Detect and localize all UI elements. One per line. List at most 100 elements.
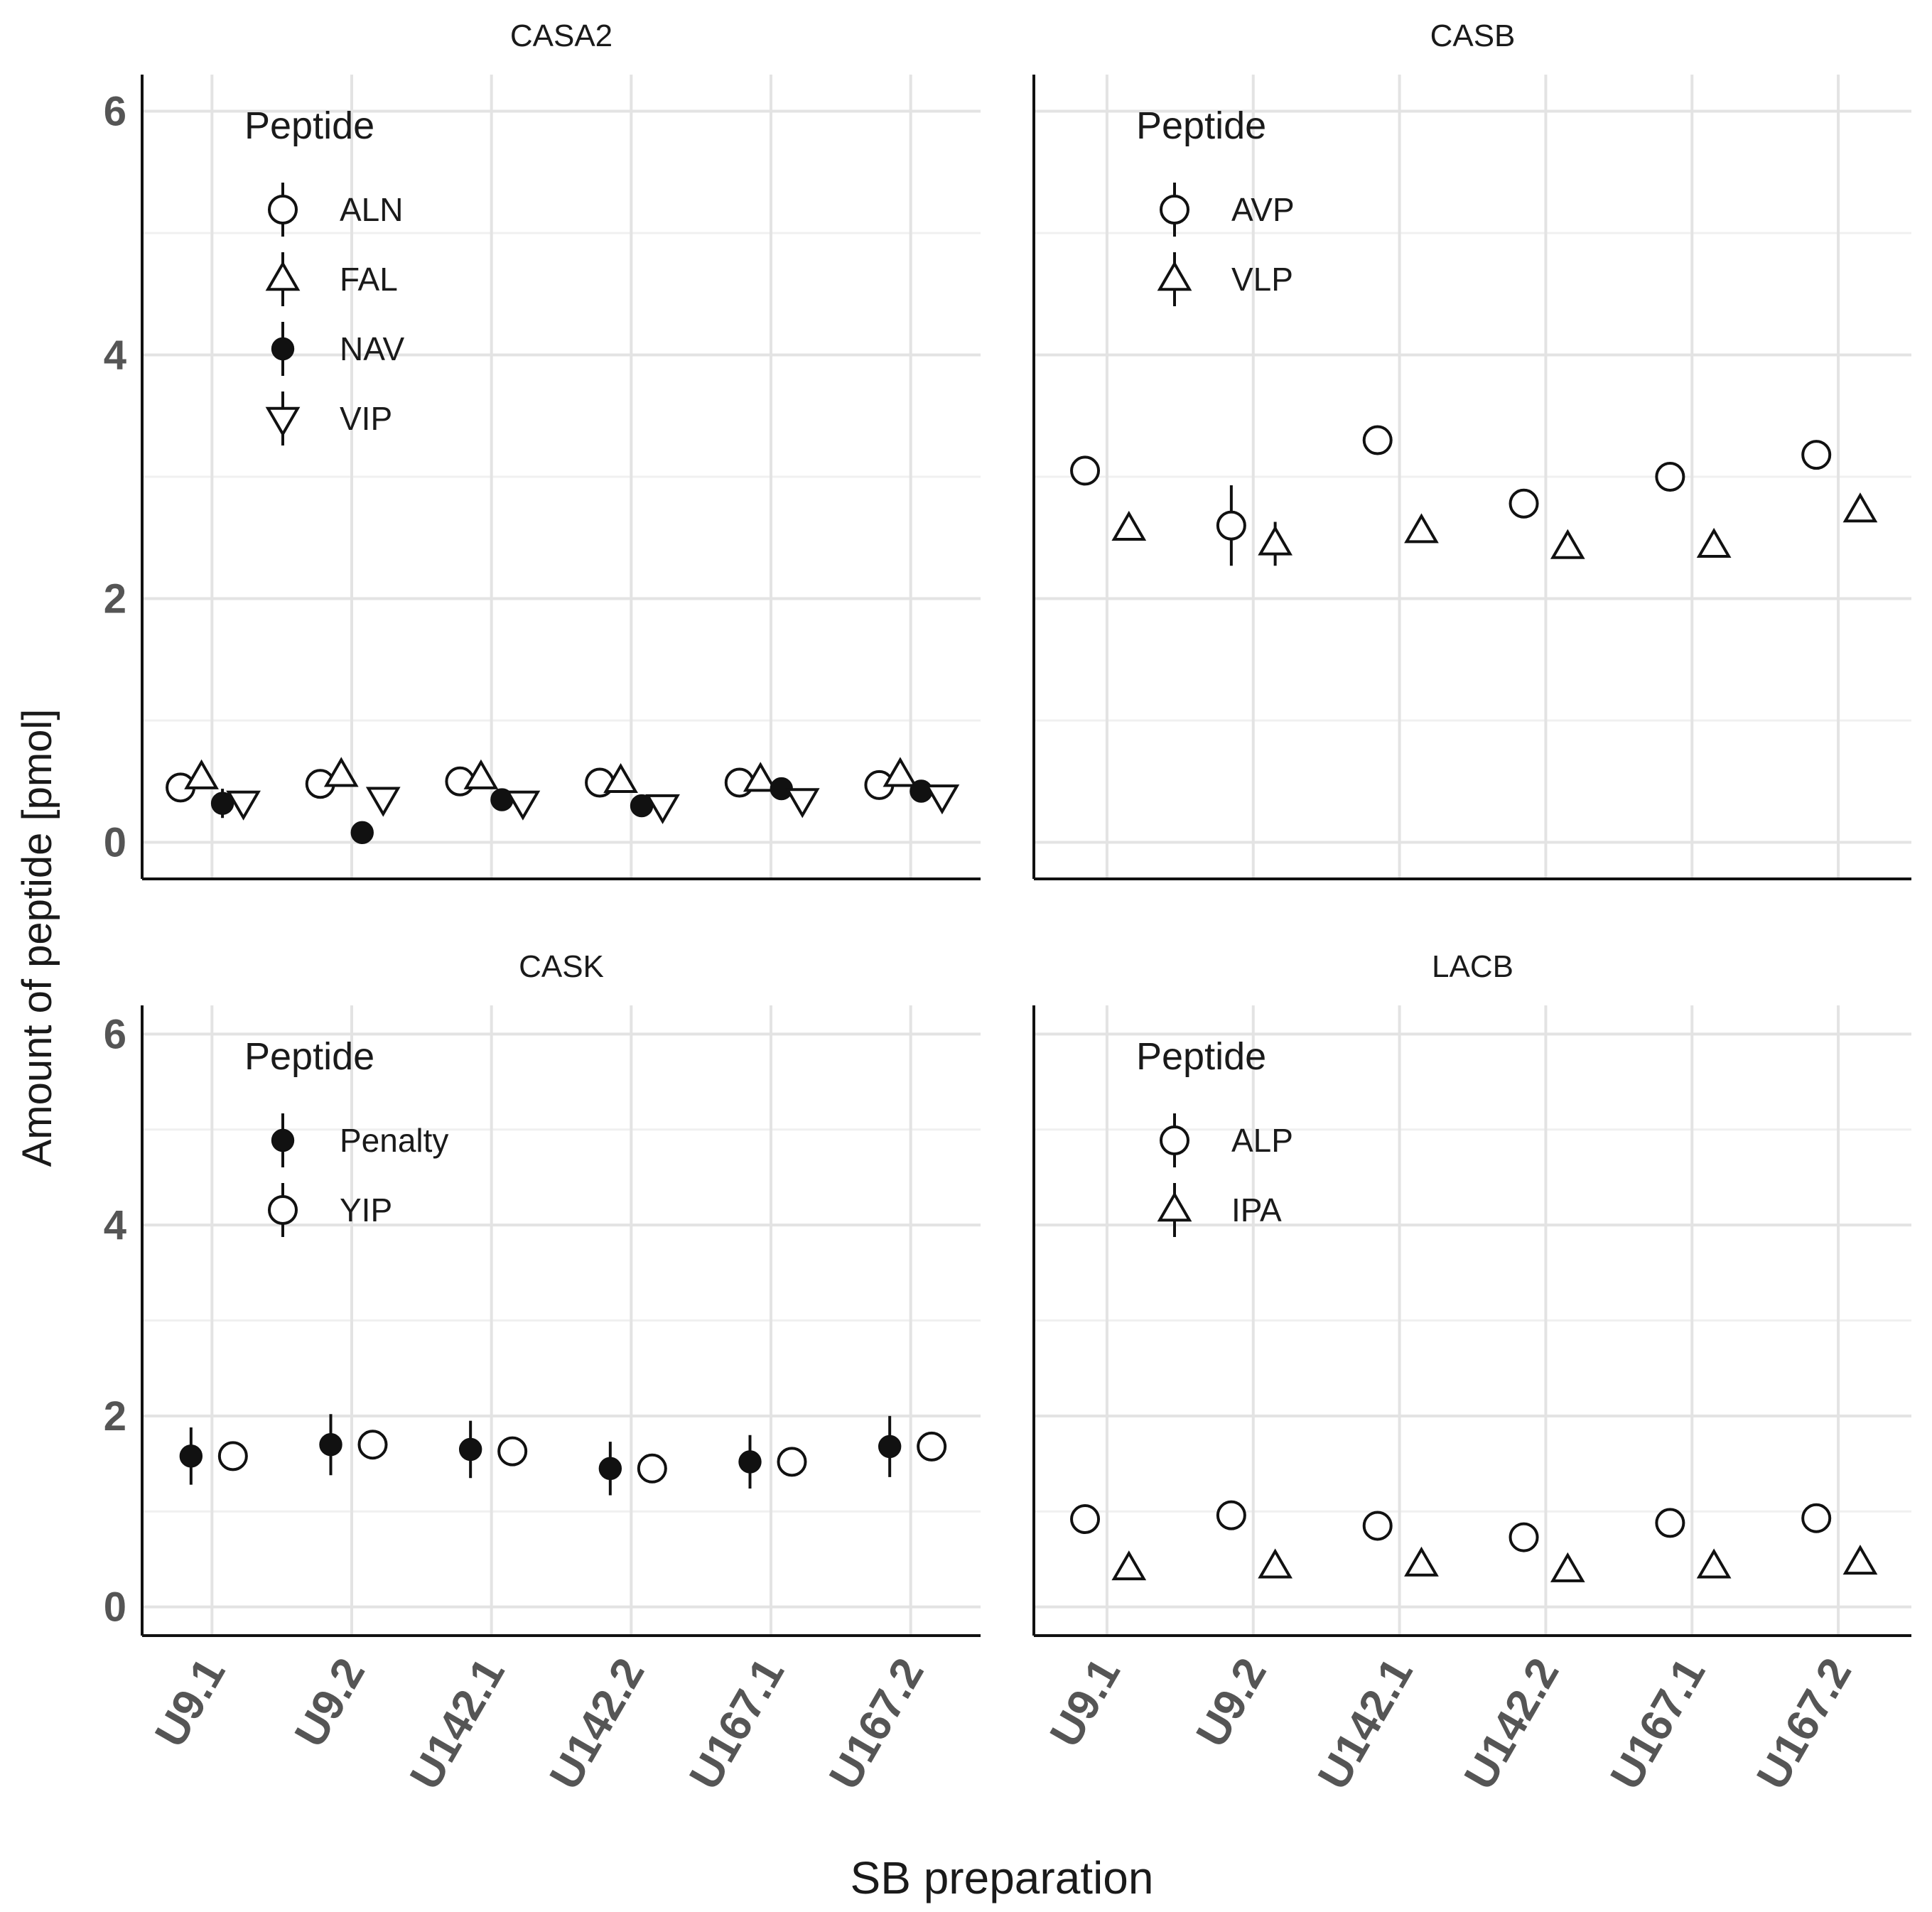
series-fal [184, 757, 918, 794]
data-point [1550, 1552, 1585, 1582]
legend-label: Penalty [340, 1122, 448, 1159]
data-point [463, 759, 499, 789]
data-point [1801, 440, 1832, 470]
legend-label: AVP [1231, 191, 1295, 228]
legend-title: Peptide [244, 104, 374, 147]
data-point [1655, 462, 1685, 492]
panel-title: LACB [1432, 949, 1513, 984]
series-alp [1070, 1500, 1832, 1552]
data-point [1404, 513, 1439, 544]
legend: Peptide AVP VLP [1136, 104, 1295, 306]
data-point [777, 1447, 807, 1477]
data-point [365, 787, 401, 817]
legend-label: ALP [1231, 1122, 1293, 1159]
data-point [1696, 1548, 1732, 1579]
data-point [458, 1437, 482, 1462]
panel-title: CASA2 [510, 18, 612, 53]
legend-key-marker [271, 1128, 295, 1152]
data-point [1258, 525, 1293, 556]
x-axis-title: SB preparation [851, 1852, 1154, 1903]
data-point [924, 784, 960, 815]
legend-key-marker [1157, 1192, 1192, 1222]
series-nav [210, 777, 933, 845]
y-tick-label: 4 [104, 332, 126, 378]
data-point [1550, 529, 1585, 559]
data-point [645, 794, 680, 824]
y-tick-label: 2 [104, 576, 126, 622]
data-point [1655, 1508, 1685, 1538]
legend-label: ALN [340, 191, 403, 228]
data-point [1362, 425, 1393, 455]
legend-label: VIP [340, 400, 392, 437]
data-point [497, 1436, 528, 1467]
series-avp [1070, 425, 1832, 566]
data-point [1070, 455, 1101, 486]
series-yip [217, 1430, 947, 1484]
panel-title: CASB [1430, 18, 1516, 53]
y-tick-label: 6 [104, 88, 126, 134]
data-point [878, 1435, 902, 1459]
data-point [217, 1441, 248, 1471]
data-point [598, 1457, 622, 1481]
data-point [917, 1431, 947, 1462]
data-point [1111, 510, 1147, 541]
data-point [1362, 1511, 1393, 1541]
panel-title: CASK [519, 949, 604, 984]
data-point [1216, 1500, 1246, 1530]
data-point [505, 790, 541, 821]
data-point [1509, 1522, 1539, 1552]
legend-key-marker [1160, 1125, 1189, 1155]
y-axis-title: Amount of peptide [pmol] [14, 709, 60, 1167]
legend-key-marker [268, 195, 298, 225]
data-point [1801, 1503, 1832, 1533]
series-vlp [1111, 492, 1878, 566]
data-point [184, 759, 219, 789]
y-tick-label: 6 [104, 1011, 126, 1057]
data-point [357, 1430, 388, 1460]
panel-casa2: CASA2 0 2 4 6 Peptide ALN FAL NAV VIP [104, 18, 981, 880]
data-point [784, 788, 820, 819]
series-vip [226, 784, 960, 824]
data-point [1509, 488, 1539, 519]
legend-key-marker [1157, 261, 1192, 291]
legend-title: Peptide [1136, 104, 1266, 147]
legend-title: Peptide [1136, 1035, 1266, 1078]
series-penalty [179, 1414, 902, 1496]
legend-key-marker [265, 406, 301, 437]
legend-label: FAL [340, 261, 398, 298]
legend: Peptide ALP IPA [1136, 1035, 1293, 1237]
data-point [1696, 527, 1732, 558]
data-point [883, 757, 918, 787]
data-point [179, 1444, 203, 1468]
y-tick-label: 4 [104, 1202, 126, 1248]
data-point [743, 762, 778, 792]
legend-key-marker [271, 337, 295, 361]
data-point [350, 821, 374, 845]
data-point [637, 1453, 667, 1484]
panel-casb: CASB Peptide AVP VLP [1032, 18, 1911, 880]
data-point [1111, 1550, 1147, 1581]
data-point [319, 1433, 342, 1457]
legend-label: IPA [1231, 1192, 1282, 1228]
y-tick-label: 0 [104, 1584, 126, 1631]
legend-label: VLP [1231, 261, 1293, 298]
legend-label: YIP [340, 1192, 392, 1228]
legend-key-marker [265, 261, 301, 291]
data-point [603, 762, 638, 794]
data-point [1258, 1548, 1293, 1579]
series-ipa [1111, 1545, 1878, 1582]
data-point [1070, 1504, 1101, 1535]
data-point [738, 1450, 762, 1474]
data-point [226, 790, 261, 821]
y-tick-label: 0 [104, 820, 126, 866]
legend-key-marker [268, 1195, 298, 1225]
y-tick-label: 2 [104, 1393, 126, 1440]
legend-key-marker [1160, 195, 1189, 225]
data-point [1404, 1546, 1439, 1577]
data-point [323, 757, 359, 787]
data-point [210, 792, 234, 815]
data-point [1216, 510, 1246, 541]
legend-title: Peptide [244, 1035, 374, 1078]
legend: Peptide ALN FAL NAV VIP [244, 104, 404, 445]
